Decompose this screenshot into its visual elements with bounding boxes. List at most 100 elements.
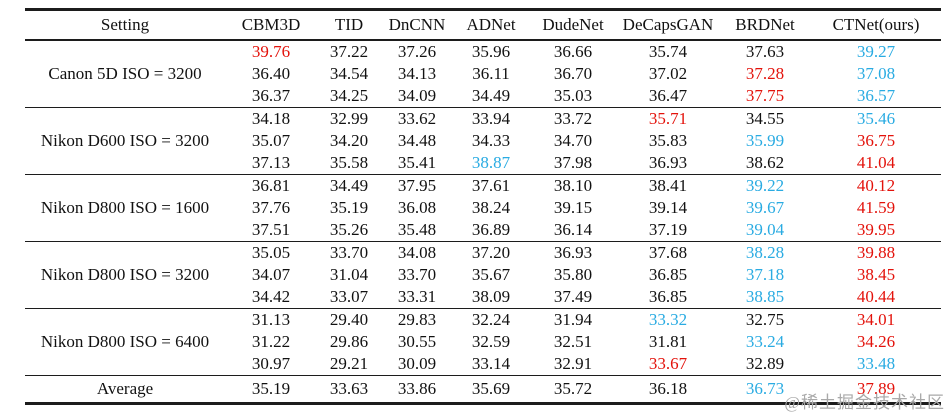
value-cell: 39.88 bbox=[811, 241, 941, 264]
value-cell: 36.11 bbox=[472, 64, 510, 83]
value-cell: 37.76 bbox=[251, 198, 291, 217]
value-cell: 32.91 bbox=[553, 354, 593, 373]
value-cell: 33.70 bbox=[317, 241, 381, 264]
value-cell: 32.51 bbox=[553, 332, 593, 351]
value-cell: 35.19 bbox=[225, 375, 317, 404]
value-cell: 36.93 bbox=[648, 153, 688, 172]
value-cell: 37.02 bbox=[648, 64, 688, 83]
value-cell: 35.96 bbox=[453, 39, 529, 63]
value-cell: 32.89 bbox=[745, 354, 785, 373]
value-cell: 37.22 bbox=[317, 39, 381, 63]
value-cell: 33.31 bbox=[397, 287, 437, 306]
watermark: @稀土掘金技术社区 bbox=[784, 393, 945, 412]
value-cell: 29.86 bbox=[329, 332, 369, 351]
value-cell: 38.28 bbox=[719, 241, 811, 264]
value-cell: 34.42 bbox=[251, 287, 291, 306]
value-cell: 37.61 bbox=[453, 174, 529, 197]
table-header: Setting CBM3D TID DnCNN ADNet DudeNet DeCapsGA… bbox=[25, 9, 941, 41]
setting-label: Nikon D800 ISO = 1600 bbox=[25, 174, 225, 242]
table-row: 36.37 34.25 34.09 34.49 35.03 36.47 37.75 36.57 bbox=[25, 85, 941, 108]
column-header: Setting bbox=[25, 9, 225, 41]
value-cell: 34.55 bbox=[719, 107, 811, 130]
column-header: DudeNet bbox=[529, 9, 617, 41]
value-cell: 34.25 bbox=[329, 86, 369, 105]
value-cell: 31.13 bbox=[225, 308, 317, 331]
value-cell: 36.08 bbox=[397, 198, 437, 217]
value-cell: 38.85 bbox=[745, 287, 785, 306]
value-cell: 39.67 bbox=[745, 198, 785, 217]
value-cell: 35.69 bbox=[453, 375, 529, 404]
value-cell: 34.13 bbox=[397, 64, 437, 83]
column-header: TID bbox=[317, 9, 381, 41]
value-cell: 37.08 bbox=[856, 64, 896, 83]
value-cell: 36.14 bbox=[553, 220, 593, 239]
value-cell: 33.86 bbox=[381, 375, 453, 404]
value-cell: 35.71 bbox=[617, 107, 719, 130]
value-cell: 37.75 bbox=[745, 86, 785, 105]
value-cell: 35.99 bbox=[745, 131, 785, 150]
value-cell: 36.85 bbox=[648, 287, 688, 306]
value-cell: 35.80 bbox=[553, 265, 593, 284]
value-cell: 31.04 bbox=[329, 265, 369, 284]
value-cell: 31.22 bbox=[251, 332, 291, 351]
value-cell: 34.07 bbox=[251, 265, 291, 284]
value-cell: 38.09 bbox=[471, 287, 511, 306]
value-cell: 32.59 bbox=[471, 332, 511, 351]
value-cell: 32.99 bbox=[317, 107, 381, 130]
value-cell: 29.21 bbox=[329, 354, 369, 373]
value-cell: 35.74 bbox=[617, 39, 719, 63]
value-cell: 36.81 bbox=[225, 174, 317, 197]
table-row: 36.40 34.54 34.13 36.11 36.70 37.02 37.28 37.08 bbox=[25, 63, 941, 85]
value-cell: 34.26 bbox=[856, 332, 896, 351]
value-cell: 35.83 bbox=[648, 131, 688, 150]
value-cell: 41.59 bbox=[856, 198, 896, 217]
value-cell: 29.83 bbox=[381, 308, 453, 331]
table-row: Nikon D600 ISO = 3200 34.18 32.99 33.62 33.9… bbox=[25, 107, 941, 175]
value-cell: 35.46 bbox=[811, 107, 941, 130]
value-cell: 41.04 bbox=[856, 153, 896, 172]
value-cell: 36.40 bbox=[251, 64, 291, 83]
value-cell: 36.66 bbox=[529, 39, 617, 63]
value-cell: 35.41 bbox=[397, 153, 437, 172]
setting-label: Nikon D800 ISO = 6400 bbox=[25, 308, 225, 376]
value-cell: 37.28 bbox=[745, 64, 785, 83]
value-cell: 35.26 bbox=[329, 220, 369, 239]
value-cell: 39.22 bbox=[719, 174, 811, 197]
value-cell: 38.45 bbox=[856, 265, 896, 284]
value-cell: 32.24 bbox=[453, 308, 529, 331]
value-cell: 35.48 bbox=[397, 220, 437, 239]
value-cell: 36.89 bbox=[471, 220, 511, 239]
value-cell: 35.67 bbox=[471, 265, 511, 284]
value-cell: 38.62 bbox=[745, 153, 785, 172]
value-cell: 34.48 bbox=[397, 131, 437, 150]
value-cell: 40.12 bbox=[811, 174, 941, 197]
header-row: Setting CBM3D TID DnCNN ADNet DudeNet DeCapsGA… bbox=[25, 9, 941, 41]
value-cell: 36.70 bbox=[553, 64, 593, 83]
value-cell: 34.49 bbox=[317, 174, 381, 197]
value-cell: 39.15 bbox=[553, 198, 593, 217]
value-cell: 30.55 bbox=[397, 332, 437, 351]
value-cell: 33.63 bbox=[317, 375, 381, 404]
value-cell: 36.57 bbox=[856, 86, 896, 105]
value-cell: 29.40 bbox=[317, 308, 381, 331]
value-cell: 34.18 bbox=[225, 107, 317, 130]
column-header: BRDNet bbox=[719, 9, 811, 41]
table-row: 37.51 35.26 35.48 36.89 36.14 37.19 39.04 39.95 bbox=[25, 219, 941, 242]
table-row: Nikon D800 ISO = 6400 31.13 29.40 29.83 32.2… bbox=[25, 308, 941, 376]
value-cell: 37.63 bbox=[719, 39, 811, 63]
value-cell: 30.97 bbox=[251, 354, 291, 373]
value-cell: 35.03 bbox=[553, 86, 593, 105]
value-cell: 33.14 bbox=[471, 354, 511, 373]
value-cell: 36.47 bbox=[648, 86, 688, 105]
value-cell: 37.95 bbox=[381, 174, 453, 197]
value-cell: 35.72 bbox=[529, 375, 617, 404]
value-cell: 33.72 bbox=[529, 107, 617, 130]
value-cell: 36.75 bbox=[856, 131, 896, 150]
value-cell: 34.01 bbox=[811, 308, 941, 331]
column-header: DnCNN bbox=[381, 9, 453, 41]
value-cell: 37.68 bbox=[617, 241, 719, 264]
table-row: 34.07 31.04 33.70 35.67 35.80 36.85 37.18 38.45 bbox=[25, 264, 941, 286]
value-cell: 35.19 bbox=[329, 198, 369, 217]
setting-label: Nikon D600 ISO = 3200 bbox=[25, 107, 225, 175]
